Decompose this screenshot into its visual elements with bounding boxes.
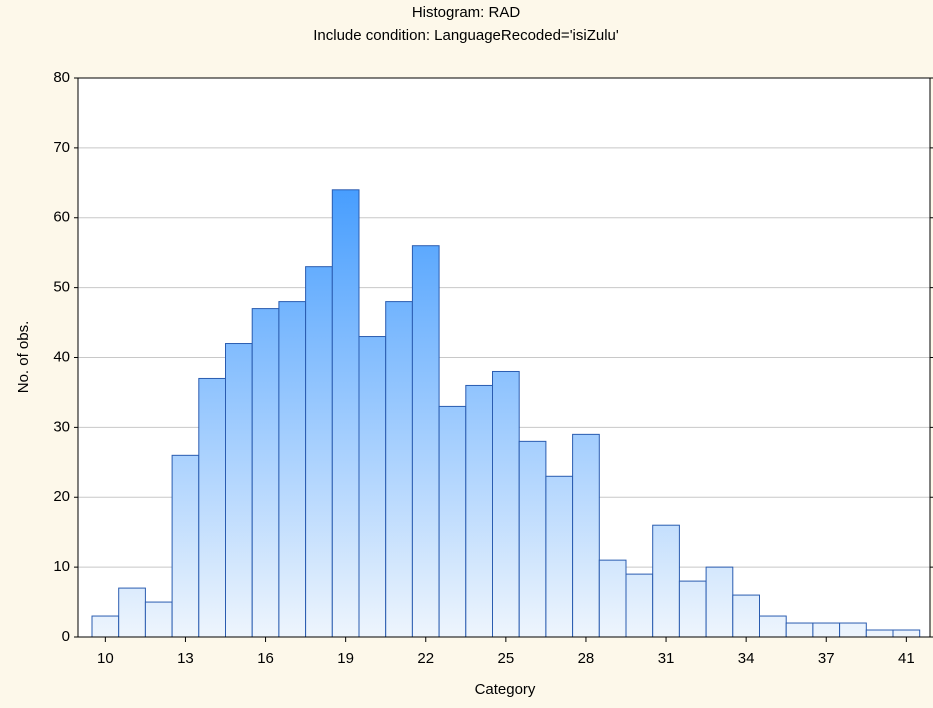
y-tick-label: 50: [53, 279, 70, 296]
bar: [358, 336, 387, 638]
bar: [385, 301, 413, 638]
y-tick-label: 80: [53, 69, 70, 86]
x-tick-label: 19: [337, 650, 354, 667]
bar: [198, 377, 227, 638]
y-tick-label: 70: [53, 139, 70, 156]
bar: [171, 454, 200, 638]
bar: [572, 433, 600, 638]
x-tick-label: 16: [257, 650, 274, 667]
x-axis-label: Category: [475, 681, 536, 698]
bar: [225, 343, 253, 638]
bar: [518, 440, 547, 638]
x-tick-label: 28: [578, 650, 595, 667]
y-tick-label: 60: [53, 209, 70, 226]
y-tick-label: 20: [53, 488, 70, 505]
bar: [118, 587, 146, 638]
y-tick-label: 40: [53, 348, 70, 365]
bar: [892, 629, 921, 638]
plot-border: [77, 77, 931, 638]
y-tick-label: 10: [53, 558, 70, 575]
bar: [251, 308, 280, 638]
bar: [785, 622, 814, 638]
y-tick-label: 0: [62, 628, 70, 645]
bar: [331, 189, 360, 638]
bar: [278, 301, 307, 638]
bar: [465, 384, 493, 638]
bar: [598, 559, 627, 638]
x-tick-label: 10: [97, 650, 114, 667]
bar: [652, 524, 680, 638]
bar: [438, 405, 467, 638]
bar: [759, 615, 787, 638]
x-tick-label: 31: [658, 650, 675, 667]
y-axis-label: No. of obs.: [15, 321, 32, 394]
bar: [411, 245, 440, 638]
x-tick-label: 13: [177, 650, 194, 667]
bar: [545, 475, 574, 638]
bar: [732, 594, 760, 638]
bar: [305, 266, 333, 638]
chart-title: Histogram: RAD: [412, 4, 521, 21]
bar: [839, 622, 867, 638]
x-tick-label: 22: [417, 650, 434, 667]
chart-subtitle: Include condition: LanguageRecoded='isiZ…: [313, 27, 619, 44]
x-tick-label: 41: [898, 650, 915, 667]
x-tick-label: 25: [498, 650, 515, 667]
y-tick-label: 30: [53, 418, 70, 435]
bar: [144, 601, 173, 638]
bar: [812, 622, 841, 638]
bar: [865, 629, 894, 638]
x-tick-label: 34: [738, 650, 755, 667]
bar: [678, 580, 707, 638]
bar: [91, 615, 120, 638]
bar: [492, 370, 520, 638]
x-tick-label: 37: [818, 650, 835, 667]
bar: [625, 573, 654, 638]
bar: [705, 566, 734, 638]
